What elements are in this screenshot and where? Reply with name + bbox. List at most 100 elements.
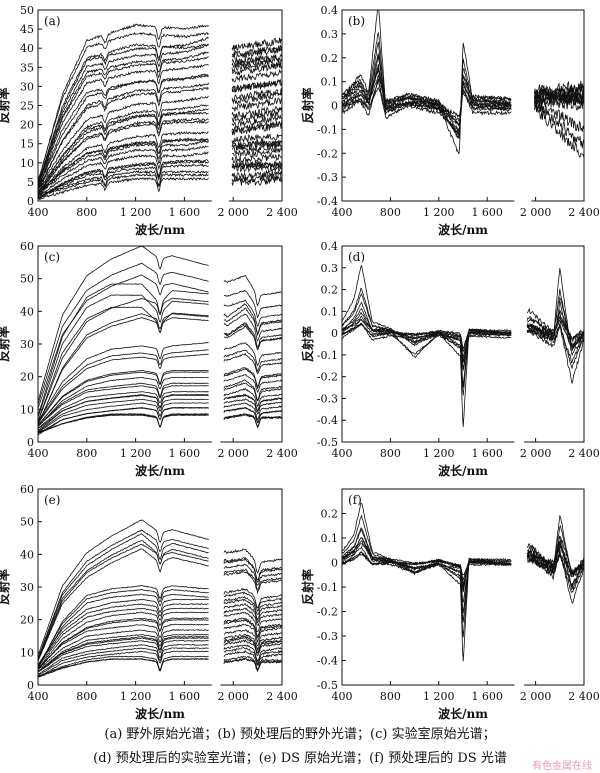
y-tick-label: 10 (20, 646, 34, 659)
y-tick-label: -0.1 (317, 349, 338, 362)
x-tick-label: 1 200 (120, 206, 152, 219)
series-line-8-2 (38, 657, 282, 677)
x-axis-title: 波长/nm (438, 463, 488, 478)
series-line-2-2 (38, 593, 282, 668)
series-line-5-1 (38, 629, 282, 671)
y-tick-label: 20 (20, 614, 34, 627)
y-tick-label: 0.4 (321, 4, 339, 17)
y-tick-label: -0.5 (317, 679, 338, 692)
x-tick-label: 1 600 (471, 447, 503, 460)
y-tick-label: 60 (20, 240, 34, 253)
series-line-3-1 (38, 349, 282, 424)
series-line-2-1 (38, 64, 282, 190)
y-tick-label: 10 (20, 403, 34, 416)
series-line-5-0 (38, 111, 282, 195)
series-group (342, 264, 584, 428)
x-tick-label: 2 000 (217, 447, 249, 460)
watermark: 有色金属在线 (532, 761, 592, 772)
series-line-1-2 (38, 306, 282, 422)
x-tick-label: 400 (332, 447, 353, 460)
y-tick-label: -0.4 (317, 195, 338, 208)
figure-caption-line-1: (a) 野外原始光谱；(b) 预处理后的野外光谱；(c) 实验室原始光谱； (104, 727, 496, 742)
x-tick-label: 400 (28, 690, 49, 703)
x-tick-label: 2 000 (520, 690, 552, 703)
series-line-8-1 (38, 413, 282, 434)
series-line-2-0 (38, 56, 282, 187)
y-tick-label: 50 (20, 273, 34, 286)
series-line-0-0 (38, 519, 282, 656)
x-tick-label: 1 600 (169, 206, 201, 219)
figure-caption-line-2: (d) 预处理后的实验室光谱；(e) DS 原始光谱；(f) 预处理后的 DS … (93, 751, 507, 766)
y-tick-label: -0.3 (317, 392, 338, 405)
x-tick-label: 400 (28, 447, 49, 460)
y-tick-label: -0.2 (317, 147, 338, 160)
series-line-2-2 (342, 78, 584, 158)
series-line-0-2 (342, 264, 584, 428)
chart-panel-3: 400 800 1 200 1 600 2 000 2 400 -0.5 -0.4 -0.3 -0… (300, 240, 600, 478)
series-line-4-2 (38, 618, 282, 670)
series-group (38, 23, 282, 201)
x-tick-label: 1 600 (169, 447, 201, 460)
series-line-5-2 (38, 633, 282, 672)
x-tick-label: 1 600 (471, 206, 503, 219)
y-tick-label: 5 (27, 176, 34, 189)
x-tick-label: 800 (76, 690, 97, 703)
series-line-2-2 (342, 322, 584, 385)
y-tick-label: 0 (331, 557, 338, 570)
y-axis-title: 反射率 (0, 87, 11, 123)
y-axis-title: 反射率 (0, 569, 11, 605)
series-line-5-0 (38, 623, 282, 669)
x-tick-label: 2 000 (520, 206, 552, 219)
series-line-3-0 (38, 598, 282, 666)
y-tick-label: 0 (27, 195, 34, 208)
y-tick-label: 40 (20, 42, 34, 55)
series-line-6-1 (38, 394, 282, 430)
y-tick-label: 0.1 (321, 532, 339, 545)
y-tick-label: 0.3 (321, 262, 339, 275)
series-line-3-0 (38, 73, 282, 189)
x-tick-label: 400 (332, 690, 353, 703)
x-tick-label: 1 200 (423, 447, 455, 460)
x-tick-label: 1 600 (471, 690, 503, 703)
series-line-8-0 (38, 655, 282, 677)
series-line-7-1 (38, 145, 282, 195)
y-tick-label: 0 (331, 327, 338, 340)
panel-label: (b) (348, 14, 365, 28)
chart-panel-0: 400 800 1 200 1 600 2 000 2 400 0 5 10 15 20 25 30 35… (0, 4, 298, 237)
series-line-2-1 (342, 78, 584, 149)
y-tick-label: 0.2 (321, 52, 339, 65)
series-line-1-0 (38, 283, 282, 416)
series-line-2-2 (38, 317, 282, 425)
y-tick-label: 30 (20, 338, 34, 351)
y-tick-label: -0.1 (317, 123, 338, 136)
plot-frame (341, 245, 585, 443)
x-tick-label: 2 400 (266, 447, 298, 460)
series-line-4-0 (38, 611, 282, 669)
series-line-3-2 (38, 607, 282, 668)
series-group (342, 502, 584, 662)
x-tick-label: 1 200 (120, 447, 152, 460)
series-line-5-0 (38, 379, 282, 427)
y-tick-label: 0.2 (321, 284, 339, 297)
panel-label: (a) (44, 14, 61, 28)
y-axis-title: 反射率 (300, 87, 315, 123)
series-line-7-2 (38, 407, 282, 435)
series-group (38, 246, 282, 436)
series-line-2-0 (38, 297, 282, 422)
y-tick-label: 60 (20, 483, 34, 496)
series-line-2-1 (38, 588, 282, 667)
series-line-3-2 (342, 311, 584, 368)
series-line-1-2 (38, 548, 282, 662)
y-axis-title: 反射率 (0, 326, 11, 362)
series-line-3-1 (38, 603, 282, 666)
series-line-0-1 (38, 262, 282, 405)
y-tick-label: 30 (20, 581, 34, 594)
series-line-6-2 (38, 138, 282, 195)
series-line-3-2 (38, 352, 282, 424)
x-tick-label: 1 200 (423, 690, 455, 703)
y-tick-label: 0 (27, 679, 34, 692)
x-tick-label: 2 000 (217, 690, 249, 703)
x-tick-label: 2 400 (568, 690, 600, 703)
y-tick-label: -0.2 (317, 371, 338, 384)
x-tick-label: 1 200 (120, 690, 152, 703)
